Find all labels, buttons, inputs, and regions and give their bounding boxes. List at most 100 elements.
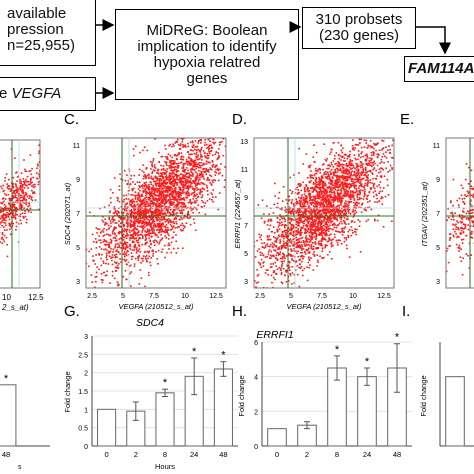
- panel-c-xtick-10: 10: [181, 293, 189, 300]
- panel-g-ylabel: Fold change: [63, 371, 72, 412]
- flow-box-midreg: MiDReG: Boolean implication to identify …: [115, 9, 299, 100]
- flow-box-data-text: available pression n=25,955): [7, 5, 75, 54]
- panel-g-xlabel: Hours: [155, 462, 175, 471]
- panel-f-bars: *24*48: [0, 373, 50, 459]
- panel-i-bars-bar-0: [445, 376, 465, 447]
- panel-c-ytick-3: 3: [76, 279, 80, 286]
- flow-box-probesets: 310 probsets (230 genes): [302, 7, 416, 49]
- panel-g-bars: 0 2 * 8 * 24 * 48: [91, 335, 238, 459]
- panel-h-bars-star-8: *: [335, 344, 340, 356]
- panel-g-bars-bar-48: [213, 368, 233, 447]
- panel-g-ytick-1.5: 1.5: [78, 389, 88, 396]
- flow-box-vegfa: e VEGFA: [0, 77, 96, 111]
- panel-b-scatter: [0, 139, 41, 289]
- panel-g-bars-xtick-48: 48: [219, 450, 227, 459]
- panel-d-xtick-10: 10: [349, 293, 357, 300]
- panel-g-ytick-0: 0: [84, 444, 88, 451]
- panel-g-title: SDC4: [136, 317, 164, 329]
- panel-c-xtick-7.5: 7.5: [149, 293, 159, 300]
- flow-box-midreg-text: MiDReG: Boolean implication to identify …: [137, 21, 277, 87]
- panel-h-ylabel: Fold change: [237, 375, 246, 416]
- panel-e-letter: E.: [400, 111, 414, 128]
- panel-h-bars-star-48: *: [395, 332, 400, 344]
- flow-box-vegfa-gene: VEGFA: [11, 85, 62, 102]
- flow-box-vegfa-prefix: e: [0, 85, 12, 102]
- panel-d-xtick-7.5: 7.5: [317, 293, 327, 300]
- panel-g-ytick-0.5: 0.5: [78, 426, 88, 433]
- panel-g-ytick-3: 3: [84, 334, 88, 341]
- panel-b-xlabel: 2_s_at): [1, 303, 29, 312]
- panel-g-bars-xtick-24: 24: [190, 450, 198, 459]
- panel-i-ylabel: Fold change: [419, 375, 428, 416]
- panel-g-bars-bar-8: [155, 392, 175, 447]
- panel-d-ytick-5: 5: [244, 251, 248, 258]
- panel-c-ytick-9: 9: [76, 177, 80, 184]
- panel-e-scatter-points: [446, 163, 474, 276]
- panel-h-bars-xtick-2: 2: [305, 450, 309, 459]
- panel-g-bars-star-8: *: [163, 377, 168, 389]
- flow-box-data: available pression n=25,955): [0, 0, 96, 66]
- panel-c-ytick-5: 5: [76, 245, 80, 252]
- panel-f-bars-star-48: *: [4, 373, 9, 385]
- panel-d-letter: D.: [232, 111, 247, 128]
- panel-f-bars-xtick-48: 48: [2, 450, 10, 459]
- panel-d-ytick-9: 9: [244, 195, 248, 202]
- panel-e-ytick-11: 11: [433, 143, 440, 150]
- panel-h-bars: 0 2 * 8 * 24 * 48: [261, 332, 412, 459]
- panel-g-bars-bar-0: [97, 408, 117, 447]
- panel-d-xtick-12.5: 12.5: [377, 293, 391, 300]
- panel-d-ytick-3: 3: [244, 279, 248, 286]
- panel-h-bars-xtick-48: 48: [393, 450, 401, 459]
- panel-c-letter: C.: [64, 111, 79, 128]
- panel-d-ylabel: ERRFI1 (224657_at): [233, 179, 242, 249]
- panel-d-xtick-5: 5: [289, 293, 293, 300]
- panel-g-bars-star-24: *: [192, 346, 197, 358]
- flow-box-final-gene: FAM114A: [404, 56, 474, 82]
- panel-g-ytick-2.5: 2.5: [78, 352, 88, 359]
- panel-e-scatter: [445, 137, 474, 289]
- panel-c-ylabel: SDC4 (202071_at): [63, 182, 72, 245]
- panel-h-bars-xtick-24: 24: [363, 450, 371, 459]
- panel-e-ytick-3: 3: [436, 279, 440, 286]
- panel-d-xlabel: VEGFA (210512_s_at): [286, 302, 362, 311]
- panel-d-xtick-2.5: 2.5: [255, 293, 265, 300]
- flow-box-final-gene-text: FAM114A: [408, 60, 474, 77]
- panel-h-ytick-0: 0: [254, 444, 258, 451]
- panel-c-xlabel: VEGFA (210512_s_at): [118, 302, 194, 311]
- panel-h-ytick-2: 2: [254, 409, 258, 416]
- panel-g-ytick-1: 1: [84, 407, 88, 414]
- panel-f-bars-bar-48: [0, 384, 17, 447]
- panel-h-bars-bar-0: [267, 428, 287, 447]
- panel-g-letter: G.: [64, 306, 80, 320]
- panel-g-ytick-2: 2: [84, 371, 88, 378]
- panel-c-ytick-7: 7: [76, 211, 80, 218]
- panel-c-ytick-11: 11: [73, 143, 80, 150]
- panel-g-bars-star-48: *: [221, 350, 226, 362]
- panel-i-letter: I.: [402, 306, 410, 320]
- panel-h-bars-xtick-0: 0: [275, 450, 279, 459]
- panel-g-bars-xtick-8: 8: [163, 450, 167, 459]
- bar-panels: *24*48sG.SDC402*8*24*4800.511.522.53Fold…: [0, 306, 474, 471]
- panel-h-bars-xtick-8: 8: [335, 450, 339, 459]
- panel-b-xtick-10: 10: [2, 293, 11, 302]
- panel-e-ylabel: ITGAV (202351_at): [420, 181, 429, 246]
- flow-arrows: [96, 19, 451, 99]
- panel-h-bars-bar-24: [357, 376, 377, 447]
- panel-h-ytick-4: 4: [254, 375, 258, 382]
- panel-c-xtick-12.5: 12.5: [209, 293, 223, 300]
- panel-h-bars-star-24: *: [365, 356, 370, 368]
- panel-d-scatter-points: [254, 138, 394, 288]
- panel-b-xtick-12-5: 12.5: [28, 293, 44, 302]
- panel-c-xtick-2.5: 2.5: [87, 293, 97, 300]
- panel-h-ytick-6: 6: [254, 340, 258, 347]
- panel-e-ytick-9: 9: [436, 177, 440, 184]
- panel-c-scatter: [85, 137, 227, 289]
- flow-box-probesets-text: 310 probsets (230 genes): [315, 11, 403, 44]
- panel-e-ytick-5: 5: [436, 245, 440, 252]
- panel-h-title: ERRFI1: [256, 329, 293, 341]
- panel-g-bars-xtick-0: 0: [105, 450, 109, 459]
- panel-c-xtick-5: 5: [121, 293, 125, 300]
- panel-i-bars: [439, 342, 474, 447]
- panel-f-xlabel: s: [18, 464, 22, 471]
